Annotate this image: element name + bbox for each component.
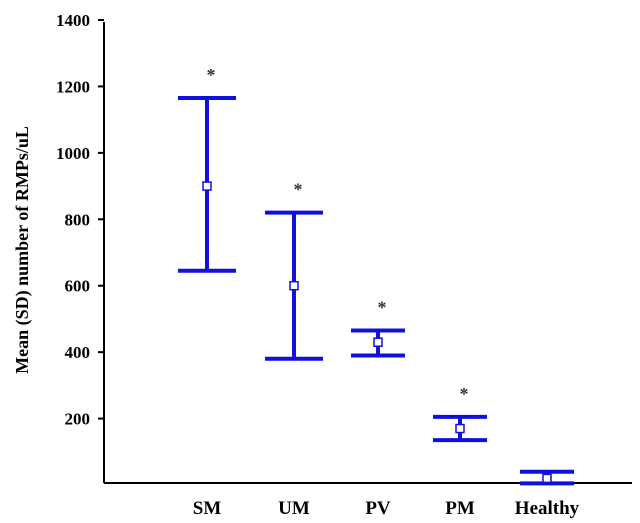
axes — [103, 22, 632, 484]
mean-marker — [455, 423, 465, 434]
y-tick-label: 200 — [65, 410, 91, 429]
x-labels: SM UM PV PM Healthy — [193, 498, 580, 519]
x-tick-label: UM — [278, 498, 310, 519]
significance-star: * — [378, 298, 387, 318]
error-bar-um: * — [265, 180, 323, 361]
y-axis-title: Mean (SD) number of RMPs/uL — [12, 126, 33, 374]
y-tick-label: 800 — [65, 210, 91, 229]
significance-star: * — [207, 65, 216, 85]
y-tick-label: 1000 — [56, 144, 90, 163]
mean-marker — [289, 280, 299, 291]
significance-star: * — [460, 384, 469, 404]
significance-star: * — [294, 180, 303, 200]
y-ticks: 200 400 600 800 1000 1200 1400 — [56, 11, 104, 429]
mean-marker — [373, 337, 383, 347]
error-bar-pv: * — [351, 298, 405, 358]
y-tick-label: 600 — [65, 277, 91, 296]
mean-marker — [202, 181, 212, 191]
error-bar-sm: * — [178, 65, 236, 273]
y-tick-label: 1200 — [56, 77, 90, 96]
error-bar-pm: * — [433, 384, 487, 443]
error-bar-healthy — [520, 469, 574, 486]
y-tick-label: 1400 — [56, 11, 90, 30]
x-tick-label: SM — [193, 498, 222, 519]
x-tick-label: PM — [445, 498, 475, 519]
x-tick-label: PV — [365, 498, 391, 519]
error-bars: * * * * — [178, 65, 574, 486]
y-tick-label: 400 — [65, 343, 91, 362]
x-tick-label: Healthy — [515, 498, 580, 519]
mean-marker — [542, 473, 552, 484]
